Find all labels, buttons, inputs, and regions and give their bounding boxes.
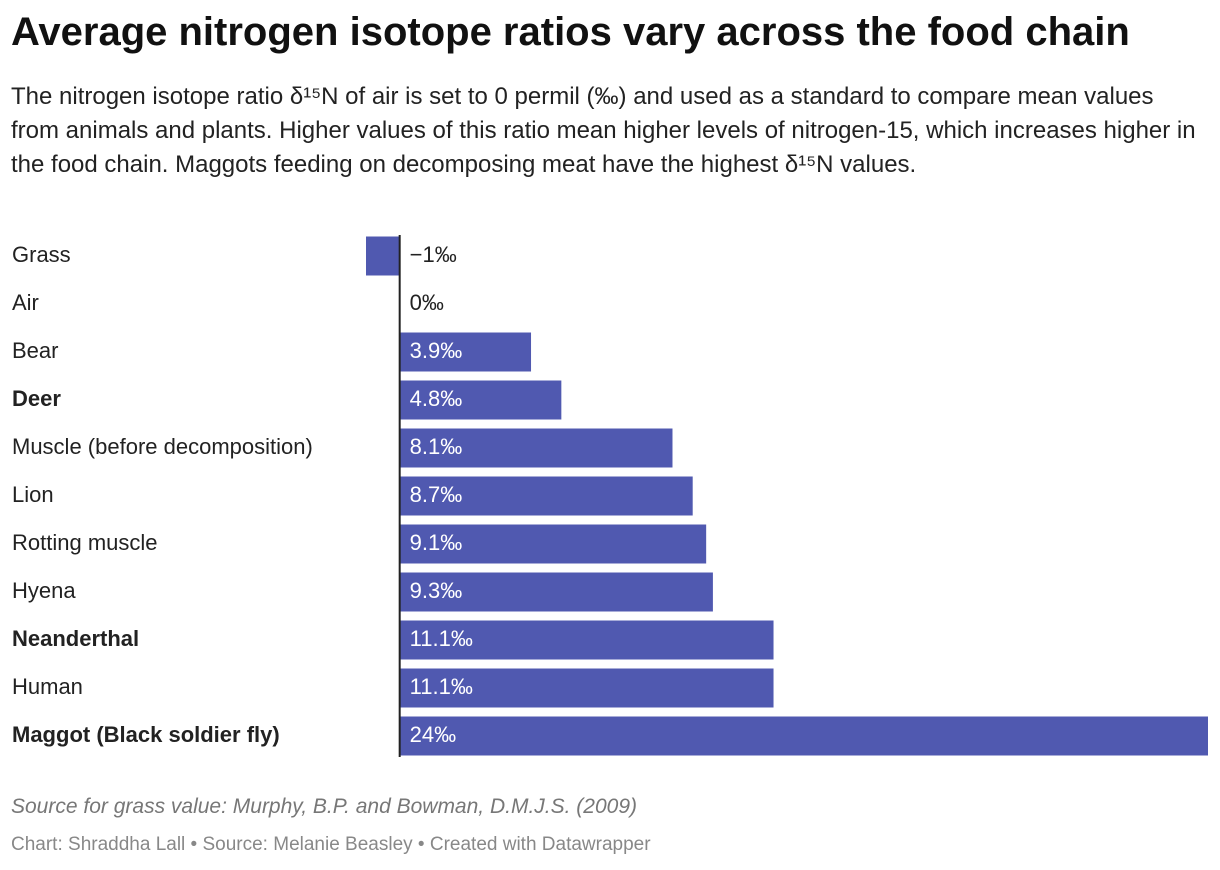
bar [366, 236, 400, 276]
value-label: 11.1‰ [410, 674, 473, 699]
category-label: Hyena [12, 578, 76, 603]
category-label: Neanderthal [12, 626, 139, 651]
value-label: −1‰ [410, 242, 457, 267]
category-label: Muscle (before decomposition) [12, 434, 313, 459]
value-label: 8.7‰ [410, 482, 463, 507]
bar [399, 572, 713, 612]
category-label: Grass [12, 242, 71, 267]
value-label: 11.1‰ [410, 626, 473, 651]
value-label: 4.8‰ [410, 386, 463, 411]
value-label: 9.1‰ [410, 530, 463, 555]
category-label: Deer [12, 386, 61, 411]
bar [399, 524, 707, 564]
bar [399, 716, 1208, 756]
chart-title: Average nitrogen isotope ratios vary acr… [11, 10, 1130, 54]
value-label: 3.9‰ [410, 338, 463, 363]
bar [399, 668, 774, 708]
chart-subtitle: The nitrogen isotope ratio δ¹⁵N of air i… [11, 83, 1196, 178]
category-label: Air [12, 290, 39, 315]
byline: Chart: Shraddha Lall • Source: Melanie B… [11, 834, 651, 855]
category-label: Bear [12, 338, 58, 363]
source-note: Source for grass value: Murphy, B.P. and… [11, 795, 638, 818]
category-label: Maggot (Black soldier fly) [12, 722, 280, 747]
value-label: 9.3‰ [410, 578, 463, 603]
value-label: 0‰ [410, 290, 444, 315]
value-label: 24‰ [410, 722, 456, 747]
bar [399, 332, 532, 372]
value-label: 8.1‰ [410, 434, 463, 459]
category-label: Lion [12, 482, 54, 507]
bar [399, 476, 693, 516]
category-label: Human [12, 674, 83, 699]
bar [399, 380, 562, 420]
category-label: Rotting muscle [12, 530, 158, 555]
bar [399, 428, 673, 468]
bar [399, 620, 774, 660]
